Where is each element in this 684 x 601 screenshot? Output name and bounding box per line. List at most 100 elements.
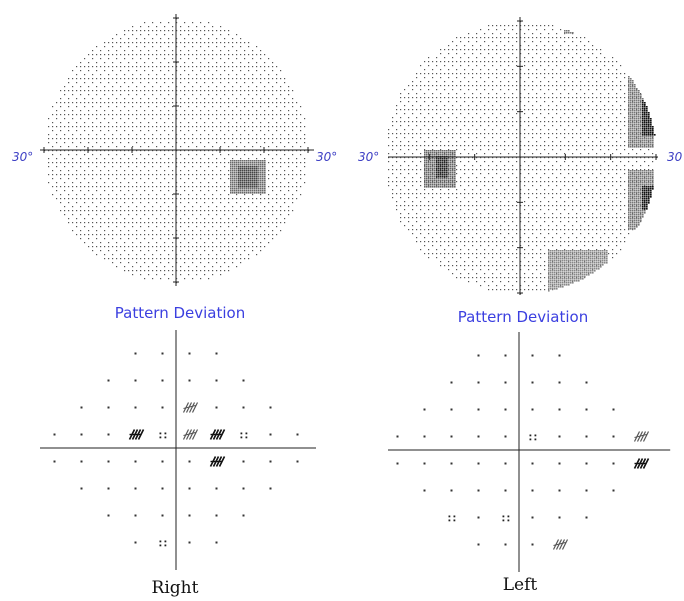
pd-symbol-normal — [134, 352, 137, 355]
pd-symbol-normal — [585, 516, 588, 519]
pd-symbol-p5 — [529, 434, 537, 441]
pd-symbol-normal — [423, 408, 426, 411]
pd-symbol-normal — [477, 543, 480, 546]
pd-symbol-normal — [161, 460, 164, 463]
pd-symbol-normal — [612, 435, 615, 438]
right-grayscale-right-degree-label: 30° — [316, 150, 338, 164]
pd-symbol-p1 — [128, 429, 145, 440]
pd-symbol-normal — [188, 352, 191, 355]
pd-symbol-normal — [161, 352, 164, 355]
pd-symbol-normal — [107, 433, 110, 436]
pd-symbol-normal — [504, 543, 507, 546]
pd-symbol-normal — [188, 514, 191, 517]
grayscale-defect-patch — [548, 250, 608, 292]
grayscale-defect-patch — [564, 30, 574, 34]
pd-symbol-normal — [188, 460, 191, 463]
pd-symbol-normal — [423, 489, 426, 492]
pd-symbol-normal — [477, 381, 480, 384]
pd-symbol-normal — [107, 487, 110, 490]
pd-symbol-p1 — [209, 456, 226, 467]
left-eye-label: Left — [502, 575, 538, 595]
pd-symbol-p2 — [633, 431, 650, 442]
pd-symbol-normal — [188, 379, 191, 382]
pd-symbol-p2 — [182, 429, 199, 440]
left-grayscale-right-degree-label: 30 — [667, 150, 683, 164]
grayscale-defect-patch — [642, 186, 654, 210]
pd-symbol-normal — [585, 408, 588, 411]
grayscale-defect-patch — [230, 160, 266, 194]
pd-symbol-normal — [531, 354, 534, 357]
pd-symbol-normal — [215, 406, 218, 409]
grayscale-defect-patch — [628, 76, 654, 148]
pd-symbol-normal — [134, 406, 137, 409]
grayscale-texture — [44, 18, 310, 284]
left-grayscale-left-degree-label: 30° — [358, 150, 380, 164]
pd-symbol-normal — [53, 460, 56, 463]
pd-symbol-normal — [80, 433, 83, 436]
pd-symbol-p2 — [552, 539, 569, 550]
pd-symbol-normal — [269, 406, 272, 409]
pd-symbol-normal — [296, 433, 299, 436]
pd-symbol-normal — [531, 489, 534, 492]
pd-symbol-p5 — [448, 515, 456, 522]
pd-symbol-normal — [107, 514, 110, 517]
pd-symbol-p1 — [209, 429, 226, 440]
pd-symbol-normal — [242, 487, 245, 490]
pd-symbol-normal — [477, 435, 480, 438]
pd-symbol-normal — [134, 487, 137, 490]
right-grayscale-map — [40, 14, 314, 286]
pd-symbol-normal — [188, 541, 191, 544]
pd-symbol-normal — [80, 460, 83, 463]
grayscale-defect-patch — [436, 156, 448, 178]
pd-symbol-normal — [585, 435, 588, 438]
right-pattern-deviation-plot — [40, 330, 316, 570]
left-pattern-deviation-title: Pattern Deviation — [457, 308, 589, 326]
pd-symbol-p5 — [240, 432, 248, 439]
pd-symbol-normal — [477, 354, 480, 357]
pd-symbol-normal — [80, 487, 83, 490]
pd-symbol-normal — [450, 408, 453, 411]
pd-symbol-normal — [242, 460, 245, 463]
right-eye-label: Right — [151, 578, 199, 598]
pd-symbol-p5 — [159, 540, 167, 547]
pd-symbol-normal — [585, 462, 588, 465]
pd-symbol-normal — [134, 514, 137, 517]
pd-symbol-normal — [558, 435, 561, 438]
pd-symbol-normal — [215, 379, 218, 382]
pd-symbol-normal — [585, 489, 588, 492]
pd-symbol-normal — [477, 489, 480, 492]
pd-symbol-normal — [161, 379, 164, 382]
pd-symbol-normal — [269, 460, 272, 463]
right-pattern-deviation-title: Pattern Deviation — [114, 304, 246, 322]
pd-symbol-normal — [477, 462, 480, 465]
pd-symbol-normal — [504, 435, 507, 438]
pd-symbol-p1 — [633, 458, 650, 469]
pd-symbol-p5 — [502, 515, 510, 522]
pd-symbol-normal — [558, 381, 561, 384]
pd-symbol-normal — [585, 381, 588, 384]
pd-symbol-normal — [531, 408, 534, 411]
pd-symbol-normal — [134, 541, 137, 544]
pd-symbol-normal — [504, 408, 507, 411]
pd-symbol-normal — [269, 487, 272, 490]
pd-symbol-normal — [450, 462, 453, 465]
pd-symbol-normal — [242, 406, 245, 409]
pd-symbol-normal — [558, 408, 561, 411]
pd-symbol-normal — [450, 489, 453, 492]
grayscale-defect-patch — [238, 166, 258, 188]
pd-symbol-normal — [477, 516, 480, 519]
right-grayscale-left-degree-label: 30° — [12, 150, 34, 164]
pd-symbol-normal — [504, 489, 507, 492]
pd-symbol-normal — [242, 379, 245, 382]
pd-symbol-normal — [450, 381, 453, 384]
grayscale-defect-patch — [628, 170, 654, 230]
pd-symbol-normal — [423, 462, 426, 465]
pd-symbol-normal — [188, 487, 191, 490]
pd-symbol-normal — [80, 406, 83, 409]
pd-symbol-normal — [504, 462, 507, 465]
pd-symbol-normal — [215, 514, 218, 517]
pd-symbol-normal — [504, 381, 507, 384]
pd-symbol-normal — [53, 433, 56, 436]
pd-symbol-normal — [107, 406, 110, 409]
pd-symbol-normal — [612, 408, 615, 411]
